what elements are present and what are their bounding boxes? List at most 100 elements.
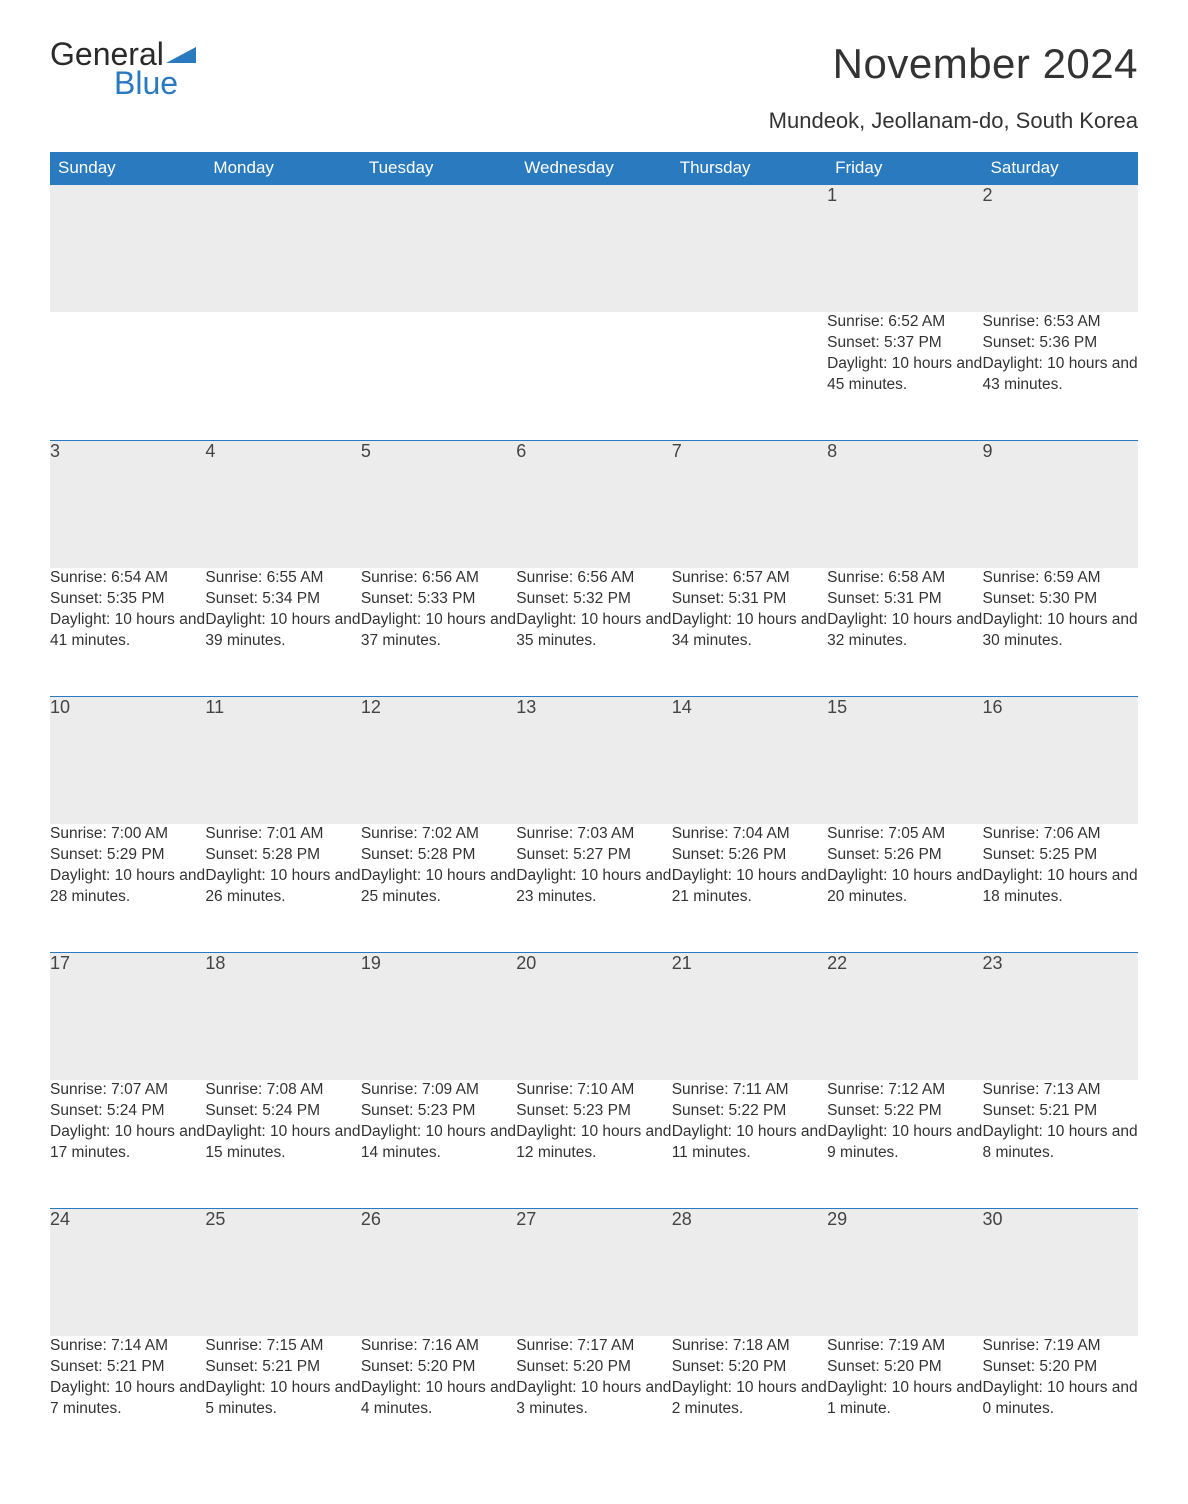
day-number-cell bbox=[205, 184, 360, 312]
day-number-cell: 20 bbox=[516, 952, 671, 1080]
sunset-text: Sunset: 5:23 PM bbox=[516, 1101, 671, 1122]
weekday-header: Monday bbox=[205, 152, 360, 185]
day-data-cell: Sunrise: 7:18 AMSunset: 5:20 PMDaylight:… bbox=[672, 1336, 827, 1464]
day-data-cell: Sunrise: 6:52 AMSunset: 5:37 PMDaylight:… bbox=[827, 312, 982, 440]
day-number-cell: 13 bbox=[516, 696, 671, 824]
day-number-cell: 26 bbox=[361, 1208, 516, 1336]
sunset-text: Sunset: 5:33 PM bbox=[361, 589, 516, 610]
sunrise-text: Sunrise: 6:55 AM bbox=[205, 568, 360, 589]
sunset-text: Sunset: 5:28 PM bbox=[205, 845, 360, 866]
daynum-row: 17181920212223 bbox=[50, 952, 1138, 1080]
daynum-row: 24252627282930 bbox=[50, 1208, 1138, 1336]
daynum-row: 3456789 bbox=[50, 440, 1138, 568]
day-number-cell bbox=[361, 184, 516, 312]
day-number-cell: 3 bbox=[50, 440, 205, 568]
daylight-text: Daylight: 10 hours and 35 minutes. bbox=[516, 610, 671, 652]
day-data-cell: Sunrise: 7:00 AMSunset: 5:29 PMDaylight:… bbox=[50, 824, 205, 952]
sunrise-text: Sunrise: 7:14 AM bbox=[50, 1336, 205, 1357]
sunset-text: Sunset: 5:26 PM bbox=[827, 845, 982, 866]
day-data-cell: Sunrise: 7:06 AMSunset: 5:25 PMDaylight:… bbox=[983, 824, 1138, 952]
day-data-cell: Sunrise: 6:56 AMSunset: 5:33 PMDaylight:… bbox=[361, 568, 516, 696]
day-data-cell: Sunrise: 7:12 AMSunset: 5:22 PMDaylight:… bbox=[827, 1080, 982, 1208]
day-data-row: Sunrise: 7:00 AMSunset: 5:29 PMDaylight:… bbox=[50, 824, 1138, 952]
day-data-cell: Sunrise: 7:01 AMSunset: 5:28 PMDaylight:… bbox=[205, 824, 360, 952]
daylight-text: Daylight: 10 hours and 1 minute. bbox=[827, 1378, 982, 1420]
day-data-cell: Sunrise: 7:15 AMSunset: 5:21 PMDaylight:… bbox=[205, 1336, 360, 1464]
daylight-text: Daylight: 10 hours and 3 minutes. bbox=[516, 1378, 671, 1420]
day-number-cell bbox=[516, 184, 671, 312]
day-data-cell: Sunrise: 6:56 AMSunset: 5:32 PMDaylight:… bbox=[516, 568, 671, 696]
day-number-cell: 25 bbox=[205, 1208, 360, 1336]
sunset-text: Sunset: 5:24 PM bbox=[205, 1101, 360, 1122]
sunrise-text: Sunrise: 6:52 AM bbox=[827, 312, 982, 333]
sunrise-text: Sunrise: 6:53 AM bbox=[983, 312, 1138, 333]
calendar-table: Sunday Monday Tuesday Wednesday Thursday… bbox=[50, 152, 1138, 1465]
day-number-cell: 10 bbox=[50, 696, 205, 824]
sunset-text: Sunset: 5:29 PM bbox=[50, 845, 205, 866]
sunset-text: Sunset: 5:25 PM bbox=[983, 845, 1138, 866]
day-number-cell: 6 bbox=[516, 440, 671, 568]
day-number-cell bbox=[672, 184, 827, 312]
sunset-text: Sunset: 5:31 PM bbox=[827, 589, 982, 610]
daylight-text: Daylight: 10 hours and 34 minutes. bbox=[672, 610, 827, 652]
daylight-text: Daylight: 10 hours and 7 minutes. bbox=[50, 1378, 205, 1420]
sunrise-text: Sunrise: 7:10 AM bbox=[516, 1080, 671, 1101]
day-data-cell: Sunrise: 7:02 AMSunset: 5:28 PMDaylight:… bbox=[361, 824, 516, 952]
day-data-cell: Sunrise: 7:05 AMSunset: 5:26 PMDaylight:… bbox=[827, 824, 982, 952]
day-number-cell bbox=[50, 184, 205, 312]
day-number-cell: 30 bbox=[983, 1208, 1138, 1336]
sunset-text: Sunset: 5:32 PM bbox=[516, 589, 671, 610]
sunrise-text: Sunrise: 7:09 AM bbox=[361, 1080, 516, 1101]
daylight-text: Daylight: 10 hours and 41 minutes. bbox=[50, 610, 205, 652]
sunset-text: Sunset: 5:23 PM bbox=[361, 1101, 516, 1122]
daylight-text: Daylight: 10 hours and 4 minutes. bbox=[361, 1378, 516, 1420]
day-data-cell: Sunrise: 7:19 AMSunset: 5:20 PMDaylight:… bbox=[827, 1336, 982, 1464]
sunset-text: Sunset: 5:37 PM bbox=[827, 333, 982, 354]
day-data-cell: Sunrise: 7:13 AMSunset: 5:21 PMDaylight:… bbox=[983, 1080, 1138, 1208]
sunrise-text: Sunrise: 7:05 AM bbox=[827, 824, 982, 845]
daylight-text: Daylight: 10 hours and 18 minutes. bbox=[983, 866, 1138, 908]
day-number-cell: 9 bbox=[983, 440, 1138, 568]
weekday-header: Saturday bbox=[983, 152, 1138, 185]
daylight-text: Daylight: 10 hours and 12 minutes. bbox=[516, 1122, 671, 1164]
daynum-row: 12 bbox=[50, 184, 1138, 312]
day-data-cell: Sunrise: 7:11 AMSunset: 5:22 PMDaylight:… bbox=[672, 1080, 827, 1208]
sunset-text: Sunset: 5:22 PM bbox=[672, 1101, 827, 1122]
sunrise-text: Sunrise: 7:08 AM bbox=[205, 1080, 360, 1101]
day-number-cell: 14 bbox=[672, 696, 827, 824]
day-data-row: Sunrise: 6:52 AMSunset: 5:37 PMDaylight:… bbox=[50, 312, 1138, 440]
day-data-cell: Sunrise: 6:58 AMSunset: 5:31 PMDaylight:… bbox=[827, 568, 982, 696]
sunset-text: Sunset: 5:20 PM bbox=[672, 1357, 827, 1378]
brand-logo: General Blue bbox=[50, 40, 198, 98]
day-data-cell bbox=[205, 312, 360, 440]
weekday-header: Thursday bbox=[672, 152, 827, 185]
sunrise-text: Sunrise: 7:15 AM bbox=[205, 1336, 360, 1357]
daylight-text: Daylight: 10 hours and 45 minutes. bbox=[827, 354, 982, 396]
sunrise-text: Sunrise: 7:16 AM bbox=[361, 1336, 516, 1357]
day-data-cell: Sunrise: 6:57 AMSunset: 5:31 PMDaylight:… bbox=[672, 568, 827, 696]
sunrise-text: Sunrise: 7:03 AM bbox=[516, 824, 671, 845]
sunrise-text: Sunrise: 6:59 AM bbox=[983, 568, 1138, 589]
sunrise-text: Sunrise: 7:17 AM bbox=[516, 1336, 671, 1357]
daylight-text: Daylight: 10 hours and 23 minutes. bbox=[516, 866, 671, 908]
day-data-cell: Sunrise: 7:17 AMSunset: 5:20 PMDaylight:… bbox=[516, 1336, 671, 1464]
day-number-cell: 4 bbox=[205, 440, 360, 568]
sunset-text: Sunset: 5:34 PM bbox=[205, 589, 360, 610]
sunrise-text: Sunrise: 7:19 AM bbox=[827, 1336, 982, 1357]
day-data-cell: Sunrise: 6:54 AMSunset: 5:35 PMDaylight:… bbox=[50, 568, 205, 696]
day-data-cell: Sunrise: 6:59 AMSunset: 5:30 PMDaylight:… bbox=[983, 568, 1138, 696]
daylight-text: Daylight: 10 hours and 5 minutes. bbox=[205, 1378, 360, 1420]
day-data-row: Sunrise: 6:54 AMSunset: 5:35 PMDaylight:… bbox=[50, 568, 1138, 696]
daylight-text: Daylight: 10 hours and 11 minutes. bbox=[672, 1122, 827, 1164]
sunset-text: Sunset: 5:20 PM bbox=[983, 1357, 1138, 1378]
daylight-text: Daylight: 10 hours and 37 minutes. bbox=[361, 610, 516, 652]
daylight-text: Daylight: 10 hours and 28 minutes. bbox=[50, 866, 205, 908]
day-number-cell: 29 bbox=[827, 1208, 982, 1336]
daynum-row: 10111213141516 bbox=[50, 696, 1138, 824]
day-data-cell: Sunrise: 7:07 AMSunset: 5:24 PMDaylight:… bbox=[50, 1080, 205, 1208]
day-number-cell: 11 bbox=[205, 696, 360, 824]
sunset-text: Sunset: 5:31 PM bbox=[672, 589, 827, 610]
day-number-cell: 15 bbox=[827, 696, 982, 824]
sunset-text: Sunset: 5:20 PM bbox=[516, 1357, 671, 1378]
day-number-cell: 17 bbox=[50, 952, 205, 1080]
